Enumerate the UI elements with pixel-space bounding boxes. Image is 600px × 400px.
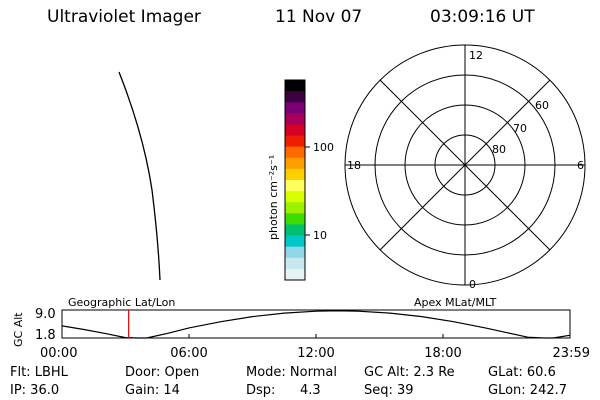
colorbar-segment xyxy=(285,135,305,148)
timeline-xtick-label: 23:59 xyxy=(553,346,590,361)
timeline-xticks: 00:00 06:00 12:00 18:00 23:59 xyxy=(40,334,590,361)
colorbar-segment xyxy=(285,102,305,114)
lat-label-60: 60 xyxy=(535,99,549,112)
mlt-label-6: 6 xyxy=(577,159,584,172)
colorbar-segment xyxy=(285,168,305,181)
colorbar-segment xyxy=(285,124,305,137)
colorbar-segment xyxy=(285,202,305,214)
colorbar-tick-label-100: 100 xyxy=(313,141,334,154)
instrument-title: Ultraviolet Imager xyxy=(47,7,201,27)
status-gc-alt: GC Alt: 2.3 Re xyxy=(364,365,455,380)
colorbar-segment xyxy=(285,224,305,237)
lat-label-80: 80 xyxy=(492,143,506,156)
status-dsp-value: 4.3 xyxy=(300,383,321,398)
time-label: 03:09:16 UT xyxy=(430,7,535,27)
colorbar-segment xyxy=(285,268,305,281)
timeline-ytick-9: 9.0 xyxy=(35,307,56,322)
status-glon: GLon: 242.7 xyxy=(488,383,567,398)
colorbar-segment xyxy=(285,146,305,159)
polar-diagonal-2 xyxy=(379,79,551,251)
status-glat: GLat: 60.6 xyxy=(488,365,556,380)
colorbar-frame xyxy=(284,79,306,281)
status-dsp-label: Dsp: xyxy=(246,383,275,398)
timeline-right-caption: Apex MLat/MLT xyxy=(414,296,497,309)
colorbar-segment xyxy=(285,235,305,248)
date-label: 11 Nov 07 xyxy=(275,7,362,27)
gc-alt-series-line xyxy=(61,310,570,339)
colorbar-segment xyxy=(285,246,305,259)
timeline-frame xyxy=(61,309,571,339)
polar-dial xyxy=(344,44,586,286)
colorbar-segment xyxy=(285,80,305,92)
colorbar-segment xyxy=(285,257,305,270)
timeline-xtick-label: 12:00 xyxy=(297,346,334,361)
mlt-label-0: 0 xyxy=(469,278,476,291)
geographic-boundary-curve xyxy=(118,71,161,281)
status-door: Door: Open xyxy=(125,365,199,380)
status-seq: Seq: 39 xyxy=(364,383,414,398)
mlt-label-18: 18 xyxy=(347,159,361,172)
colorbar-segment xyxy=(285,157,305,170)
status-flt: Flt: LBHL xyxy=(10,365,69,380)
lat-label-70: 70 xyxy=(513,122,527,135)
status-mode: Mode: Normal xyxy=(246,365,337,380)
timeline-xtick-label: 06:00 xyxy=(170,346,207,361)
colorbar-unit-label: photon cm⁻²s⁻¹ xyxy=(267,155,280,240)
colorbar-segment xyxy=(285,180,305,192)
colorbar-tick-label-10: 10 xyxy=(313,229,327,242)
timeline-ytick-1.8: 1.8 xyxy=(35,328,56,343)
timeline-xtick-label: 00:00 xyxy=(40,346,77,361)
colorbar-segment xyxy=(285,213,305,225)
timeline-xtick-label: 18:00 xyxy=(424,346,461,361)
mlt-label-12: 12 xyxy=(469,49,483,62)
colorbar xyxy=(285,80,305,281)
colorbar-segment xyxy=(285,91,305,103)
timeline-left-caption: Geographic Lat/Lon xyxy=(68,296,175,309)
timeline-ylabel: GC Alt xyxy=(12,312,25,347)
colorbar-segment xyxy=(285,113,305,125)
colorbar-segment xyxy=(285,191,305,203)
status-ip: IP: 36.0 xyxy=(10,383,59,398)
status-gain: Gain: 14 xyxy=(125,383,180,398)
